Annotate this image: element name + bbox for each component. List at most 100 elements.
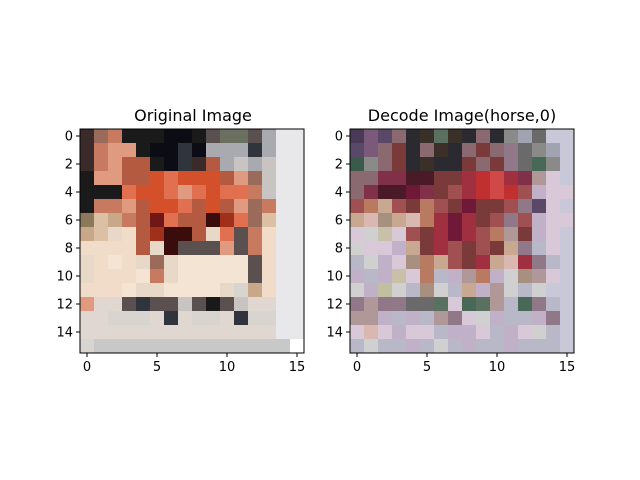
pixel-cell — [476, 185, 491, 200]
pixel-cell — [94, 269, 109, 284]
pixel-cell — [378, 269, 393, 284]
pixel-cell — [518, 143, 533, 158]
pixel-cell — [406, 339, 421, 354]
pixel-cell — [476, 213, 491, 228]
pixel-cell — [206, 311, 221, 326]
pixel-cell — [206, 157, 221, 172]
pixel-cell — [248, 185, 263, 200]
pixel-cell — [136, 171, 151, 186]
pixel-cell — [108, 269, 123, 284]
pixel-cell — [178, 297, 193, 312]
pixel-cell — [248, 283, 263, 298]
y-axis-original: 0 2 4 6 8 10 12 14 — [56, 130, 80, 341]
pixel-cell — [220, 227, 235, 242]
pixel-cell — [178, 199, 193, 214]
pixel-cell — [108, 199, 123, 214]
pixel-cell — [192, 185, 207, 200]
pixel-cell — [448, 213, 463, 228]
pixel-cell — [262, 269, 277, 284]
pixel-cell — [406, 227, 421, 242]
pixel-cell — [350, 269, 365, 284]
pixel-cell — [490, 157, 505, 172]
pixel-cell — [220, 255, 235, 270]
pixel-cell — [350, 339, 365, 354]
y-tick-label: 8 — [335, 242, 343, 257]
pixel-cell — [150, 311, 165, 326]
pixel-cell — [276, 171, 291, 186]
pixel-cell — [220, 157, 235, 172]
pixel-cell — [164, 255, 179, 270]
pixel-cell — [122, 199, 137, 214]
pixel-cell — [462, 199, 477, 214]
y-tick-label: 6 — [335, 214, 343, 229]
pixel-cell — [108, 213, 123, 228]
pixel-cell — [290, 339, 305, 354]
pixel-cell — [164, 143, 179, 158]
pixel-cell — [94, 283, 109, 298]
pixel-cell — [80, 199, 95, 214]
pixel-cell — [420, 339, 435, 354]
pixel-cell — [220, 241, 235, 256]
pixel-cell — [378, 339, 393, 354]
pixel-cell — [192, 129, 207, 144]
pixel-cell — [518, 129, 533, 144]
pixel-cell — [364, 255, 379, 270]
pixel-cell — [462, 157, 477, 172]
pixel-cell — [420, 255, 435, 270]
pixel-cell — [504, 213, 519, 228]
pixel-cell — [276, 255, 291, 270]
pixel-cell — [262, 311, 277, 326]
x-tick-label: 0 — [83, 360, 91, 375]
pixel-cell — [276, 339, 291, 354]
pixel-cell — [290, 227, 305, 242]
pixel-cell — [94, 171, 109, 186]
pixel-cell — [364, 157, 379, 172]
pixel-cell — [122, 297, 137, 312]
pixel-cell — [234, 213, 249, 228]
pixel-cell — [192, 241, 207, 256]
pixel-cell — [406, 143, 421, 158]
pixel-cell — [462, 143, 477, 158]
pixel-cell — [350, 241, 365, 256]
pixel-cell — [290, 199, 305, 214]
pixel-cell — [290, 269, 305, 284]
pixel-cell — [392, 171, 407, 186]
pixel-cell — [462, 311, 477, 326]
pixel-cell — [122, 185, 137, 200]
pixel-cell — [122, 311, 137, 326]
pixel-cell — [122, 339, 137, 354]
pixel-cell — [490, 227, 505, 242]
pixel-cell — [206, 129, 221, 144]
pixel-cell — [234, 185, 249, 200]
pixel-cell — [164, 199, 179, 214]
pixel-cell — [136, 199, 151, 214]
pixel-cell — [476, 255, 491, 270]
pixel-cell — [136, 241, 151, 256]
pixel-cell — [462, 185, 477, 200]
pixel-cell — [108, 325, 123, 340]
pixel-cell — [136, 255, 151, 270]
pixel-cell — [462, 339, 477, 354]
pixel-cell — [378, 241, 393, 256]
pixel-cell — [350, 255, 365, 270]
pixel-cell — [364, 143, 379, 158]
pixel-cell — [262, 255, 277, 270]
pixel-cell — [504, 339, 519, 354]
pixel-cell — [248, 255, 263, 270]
pixel-cell — [448, 185, 463, 200]
pixel-cell — [518, 325, 533, 340]
pixel-cell — [150, 199, 165, 214]
pixel-cell — [234, 269, 249, 284]
pixel-cell — [448, 283, 463, 298]
y-tick-label: 0 — [65, 130, 73, 145]
pixel-cell — [220, 213, 235, 228]
pixel-cell — [532, 297, 547, 312]
pixel-cell — [392, 185, 407, 200]
pixel-cell — [504, 241, 519, 256]
pixel-cell — [378, 171, 393, 186]
pixel-cell — [560, 213, 575, 228]
pixel-cell — [392, 157, 407, 172]
x-axis-original: 0 5 10 15 — [83, 353, 305, 375]
pixel-cell — [192, 283, 207, 298]
pixel-cell — [248, 241, 263, 256]
